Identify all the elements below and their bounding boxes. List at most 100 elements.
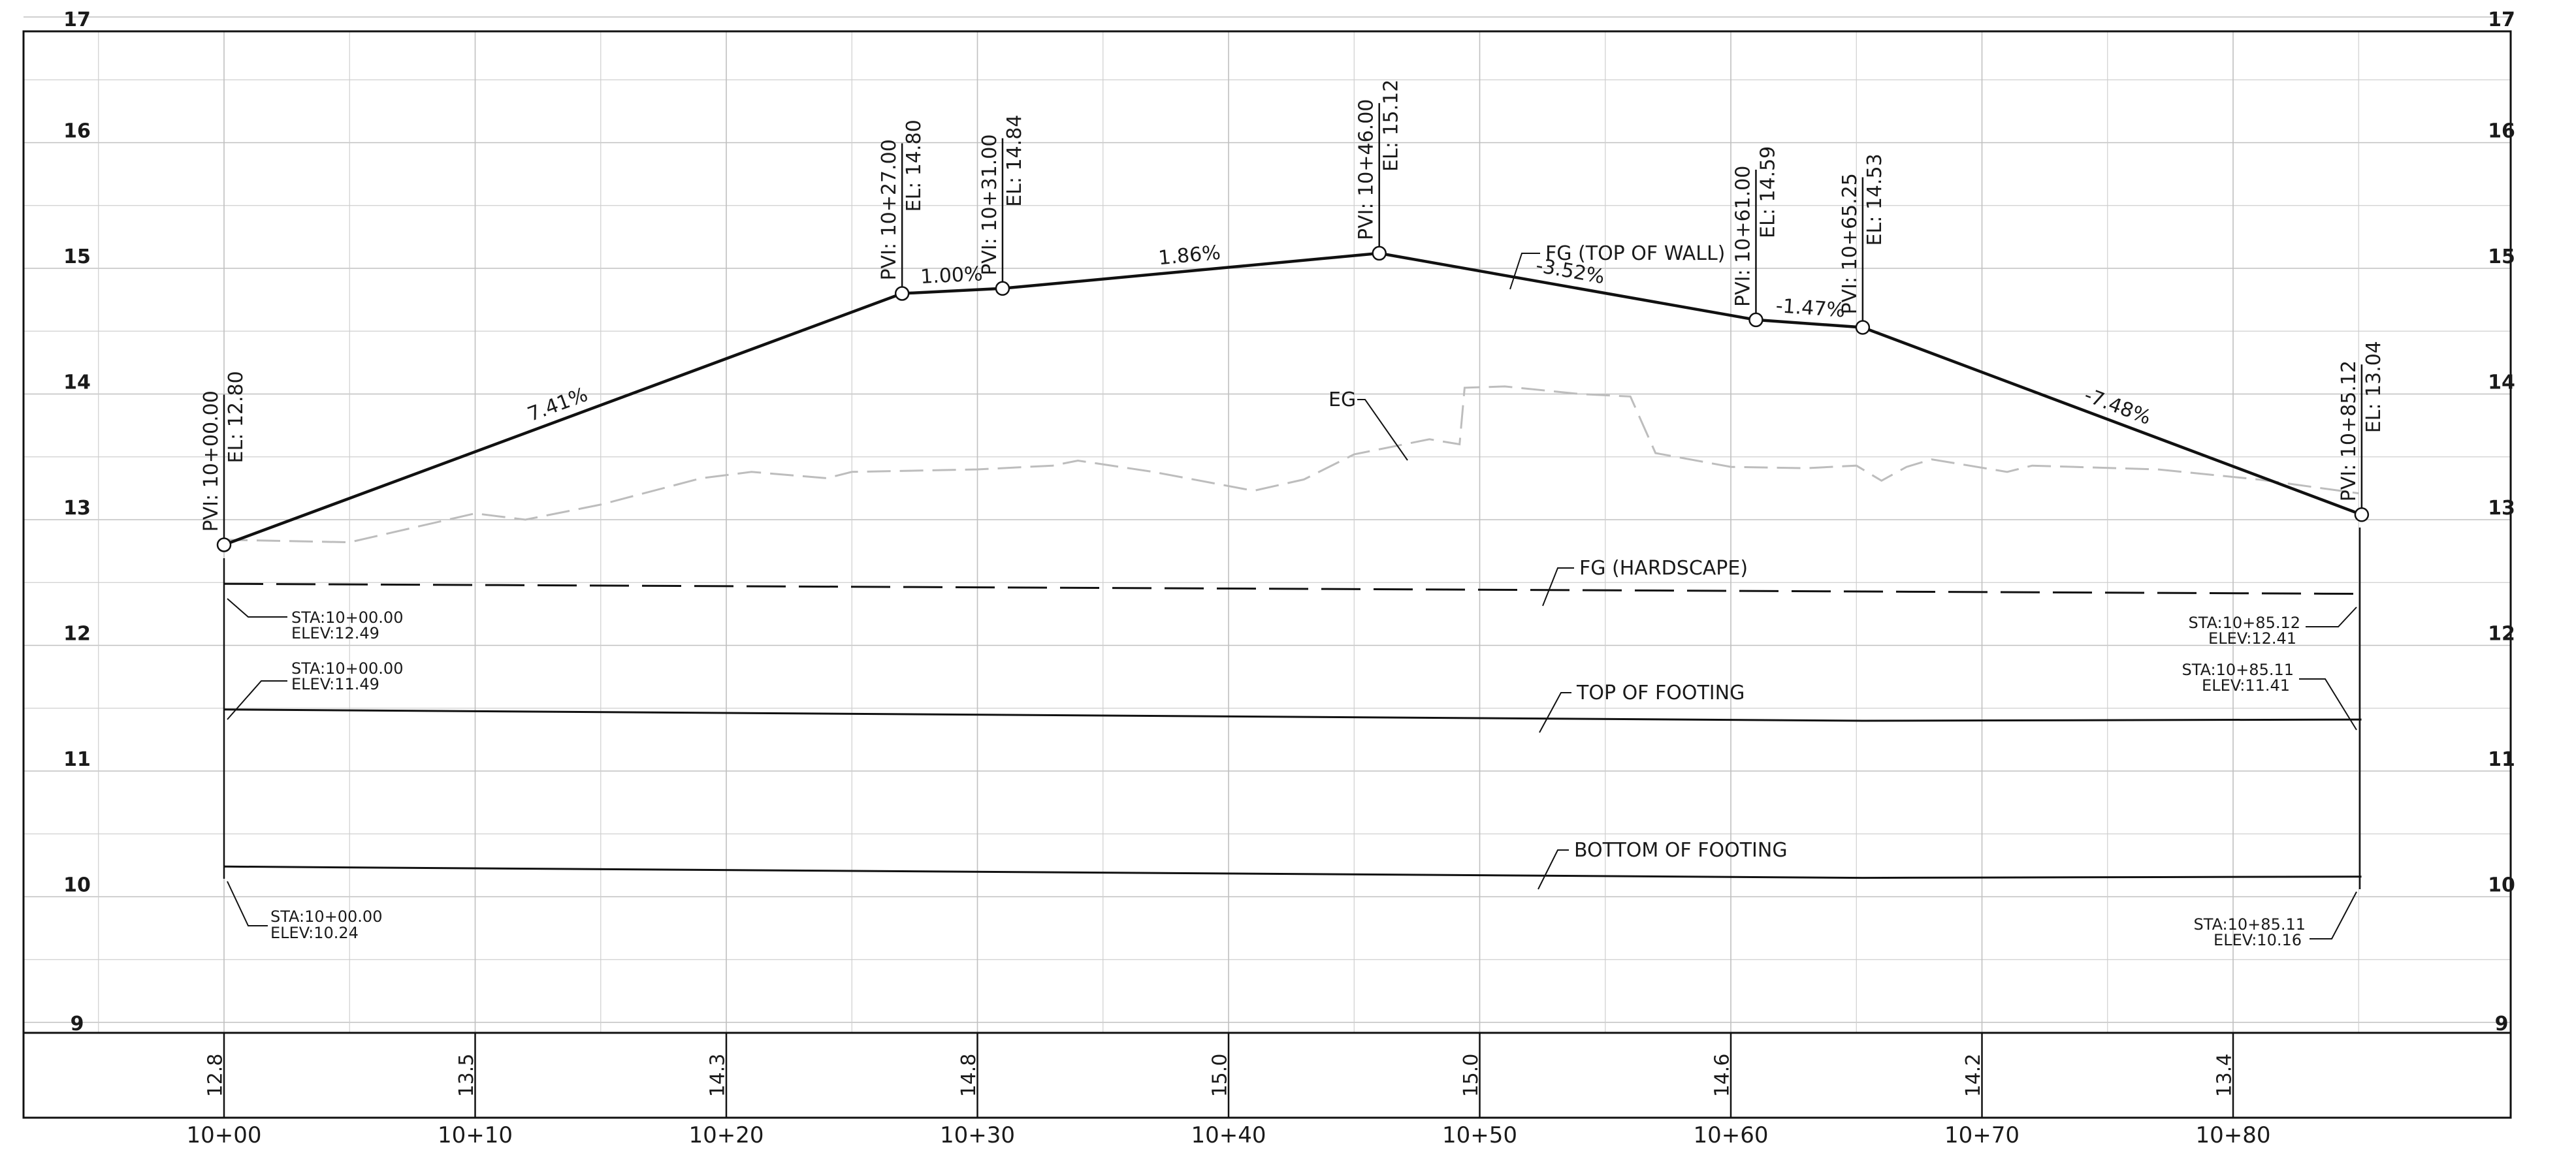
pvi-elevation-label: EL: 14.59 bbox=[1756, 146, 1779, 238]
grid bbox=[24, 16, 2511, 1033]
elevation-tick-label-left: 17 bbox=[63, 8, 91, 31]
callout-elev: ELEV:10.16 bbox=[2214, 931, 2302, 949]
pvi-point bbox=[894, 286, 910, 301]
pvi-elevation-label: EL: 14.80 bbox=[903, 119, 926, 212]
station-tick-label: 10+70 bbox=[1944, 1122, 2020, 1148]
bottom-footing-label: BOTTOM OF FOOTING bbox=[1574, 839, 1788, 862]
pvi-point bbox=[2354, 507, 2370, 522]
callout-start-bottom-footing: STA:10+00.00 ELEV:10.24 bbox=[227, 881, 382, 942]
callout-end-top-footing: STA:10+85.11 ELEV:11.41 bbox=[2182, 661, 2357, 731]
pvi-marker: PVI: 10+31.00 EL: 14.84 bbox=[978, 115, 1026, 296]
grade-label: 1.86% bbox=[1157, 242, 1221, 270]
pvi-point bbox=[216, 537, 232, 552]
elevation-tick-label-right: 13 bbox=[2488, 497, 2515, 520]
callout-sta: STA:10+00.00 bbox=[270, 907, 382, 926]
elevation-tick-label-left: 13 bbox=[63, 497, 91, 520]
elevation-tick-label-left: 14 bbox=[63, 371, 91, 394]
top-footing-leader bbox=[1539, 692, 1571, 733]
station-tick-label: 10+40 bbox=[1191, 1122, 1266, 1148]
station-tick-label: 10+30 bbox=[940, 1122, 1015, 1148]
pvi-marker: PVI: 10+00.00 EL: 12.80 bbox=[200, 371, 248, 552]
ground-band-value: 13.4 bbox=[2214, 1054, 2236, 1097]
bottom-footing-leader bbox=[1538, 849, 1569, 890]
pvi-station-label: PVI: 10+46.00 bbox=[1355, 99, 1378, 240]
callout-sta: STA:10+00.00 bbox=[291, 608, 403, 627]
callout-sta: STA:10+85.12 bbox=[2189, 614, 2300, 632]
station-axis: 10+00 10+10 10+20 10+30 10+40 10+50 10+60 10+70… bbox=[186, 1033, 2271, 1148]
pvi-marker: PVI: 10+27.00 EL: 14.80 bbox=[878, 119, 926, 301]
pvi-elevation-label: EL: 14.84 bbox=[1003, 115, 1026, 207]
pvi-station-label: PVI: 10+65.25 bbox=[1839, 173, 1861, 314]
ground-band-value: 15.0 bbox=[1209, 1054, 1232, 1097]
elevation-tick-label-right: 11 bbox=[2488, 748, 2515, 771]
ground-elevation-band: 12.8 13.5 14.3 14.8 15.0 15.0 14.6 14.2 13.4 bbox=[204, 1054, 2236, 1097]
bottom-of-footing-line bbox=[223, 865, 2362, 879]
callout-elev: ELEV:12.41 bbox=[2208, 629, 2296, 648]
elevation-axis-right: 9 10 11 12 13 14 15 16 17 bbox=[2488, 8, 2515, 1035]
elevation-tick-label-left: 12 bbox=[63, 623, 91, 646]
ground-band-value: 15.0 bbox=[1460, 1054, 1483, 1097]
callout-sta: STA:10+85.11 bbox=[2182, 661, 2294, 679]
elevation-tick-label-right: 9 bbox=[2495, 1013, 2509, 1035]
elevation-tick-label-right: 10 bbox=[2488, 874, 2515, 897]
pvi-marker: PVI: 10+85.12 EL: 13.04 bbox=[2338, 341, 2385, 522]
callout-sta: STA:10+85.11 bbox=[2194, 915, 2306, 934]
pvi-elevation-label: EL: 12.80 bbox=[225, 371, 248, 463]
pvi-marker: PVI: 10+46.00 EL: 15.12 bbox=[1355, 80, 1403, 261]
pvi-marker: PVI: 10+61.00 EL: 14.59 bbox=[1731, 146, 1779, 328]
callout-elev: ELEV:11.41 bbox=[2202, 676, 2290, 695]
pvi-point bbox=[995, 281, 1010, 296]
elevation-tick-label-left: 15 bbox=[63, 245, 91, 268]
top-footing-label: TOP OF FOOTING bbox=[1576, 682, 1745, 704]
elevation-tick-label-left: 11 bbox=[63, 748, 91, 771]
station-tick-label: 10+00 bbox=[186, 1122, 261, 1148]
pvi-station-label: PVI: 10+31.00 bbox=[978, 134, 1001, 275]
callout-start-top-footing: STA:10+00.00 ELEV:11.49 bbox=[227, 659, 403, 720]
grade-label: -1.47% bbox=[1775, 294, 1846, 322]
pvi-point bbox=[1372, 245, 1387, 261]
elevation-tick-label-right: 17 bbox=[2488, 8, 2515, 31]
callout-elev: ELEV:11.49 bbox=[291, 675, 379, 693]
elevation-tick-label-right: 16 bbox=[2488, 120, 2515, 143]
pvi-elevation-label: EL: 15.12 bbox=[1380, 80, 1403, 172]
fg-hardscape-line bbox=[223, 582, 2362, 595]
ground-band-value: 14.6 bbox=[1711, 1054, 1734, 1097]
pvi-station-label: PVI: 10+00.00 bbox=[200, 390, 223, 531]
callout-end-bottom-footing: STA:10+85.11 ELEV:10.16 bbox=[2194, 891, 2357, 949]
station-tick-label: 10+50 bbox=[1442, 1122, 1517, 1148]
fg-hardscape-leader bbox=[1542, 567, 1574, 607]
pvi-elevation-label: EL: 13.04 bbox=[2362, 341, 2385, 433]
fg-wall-label: FG (TOP OF WALL) bbox=[1545, 242, 1725, 265]
profile-lines bbox=[223, 251, 2362, 889]
pvi-station-label: PVI: 10+61.00 bbox=[1731, 166, 1754, 307]
pvi-station-label: PVI: 10+85.12 bbox=[2338, 360, 2360, 501]
elevation-tick-label-left: 16 bbox=[63, 120, 91, 143]
callout-sta: STA:10+00.00 bbox=[291, 659, 403, 678]
fg-hardscape-label: FG (HARDSCAPE) bbox=[1579, 557, 1748, 580]
pvi-point bbox=[1748, 312, 1763, 328]
elevation-tick-label-left: 10 bbox=[63, 874, 91, 897]
pvi-point bbox=[1855, 320, 1871, 335]
elevation-tick-label-right: 15 bbox=[2488, 245, 2515, 268]
callout-end-hardscape: STA:10+85.12 ELEV:12.41 bbox=[2189, 607, 2357, 648]
callout-elev: ELEV:10.24 bbox=[270, 924, 359, 942]
ground-band-value: 14.3 bbox=[707, 1054, 730, 1097]
ground-band-value: 12.8 bbox=[204, 1054, 227, 1097]
station-tick-label: 10+80 bbox=[2195, 1122, 2270, 1148]
fg-wall-leader bbox=[1509, 253, 1540, 290]
station-callouts: STA:10+00.00 ELEV:12.49 STA:10+00.00 ELE… bbox=[227, 598, 2357, 949]
ground-band-value: 13.5 bbox=[455, 1054, 478, 1097]
grade-label: 1.00% bbox=[920, 262, 983, 289]
pvi-marker: PVI: 10+65.25 EL: 14.53 bbox=[1839, 153, 1886, 335]
callout-start-hardscape: STA:10+00.00 ELEV:12.49 bbox=[227, 598, 403, 642]
elevation-tick-label-right: 12 bbox=[2488, 623, 2515, 646]
station-tick-label: 10+10 bbox=[438, 1122, 513, 1148]
pvi-station-label: PVI: 10+27.00 bbox=[878, 139, 901, 280]
top-of-footing-line bbox=[223, 708, 2362, 722]
callout-elev: ELEV:12.49 bbox=[291, 624, 379, 642]
ground-band-value: 14.2 bbox=[1962, 1054, 1985, 1097]
eg-leader bbox=[1357, 399, 1408, 461]
elevation-axis-left: 9 10 11 12 13 14 15 16 17 bbox=[63, 8, 91, 1035]
elevation-tick-label-left: 9 bbox=[71, 1013, 84, 1035]
